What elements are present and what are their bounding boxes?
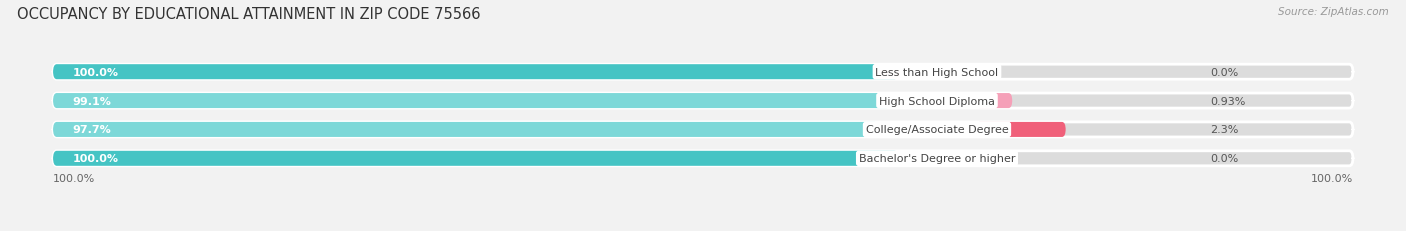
FancyBboxPatch shape xyxy=(976,94,1012,109)
Text: 99.1%: 99.1% xyxy=(73,96,111,106)
Text: 100.0%: 100.0% xyxy=(73,154,118,164)
Text: Bachelor's Degree or higher: Bachelor's Degree or higher xyxy=(859,154,1015,164)
Text: 0.0%: 0.0% xyxy=(1211,154,1239,164)
Text: 100.0%: 100.0% xyxy=(1310,173,1353,183)
Text: College/Associate Degree: College/Associate Degree xyxy=(866,125,1008,135)
FancyBboxPatch shape xyxy=(53,151,1353,166)
Text: 100.0%: 100.0% xyxy=(73,67,118,77)
FancyBboxPatch shape xyxy=(53,65,1353,80)
Text: 97.7%: 97.7% xyxy=(73,125,111,135)
FancyBboxPatch shape xyxy=(53,94,890,109)
FancyBboxPatch shape xyxy=(53,122,1353,137)
Text: 0.0%: 0.0% xyxy=(1211,67,1239,77)
FancyBboxPatch shape xyxy=(53,94,1353,109)
FancyBboxPatch shape xyxy=(53,65,898,80)
FancyBboxPatch shape xyxy=(976,122,1066,137)
Text: Less than High School: Less than High School xyxy=(876,67,998,77)
FancyBboxPatch shape xyxy=(53,122,879,137)
FancyBboxPatch shape xyxy=(53,151,898,166)
Text: 0.93%: 0.93% xyxy=(1211,96,1246,106)
Text: Source: ZipAtlas.com: Source: ZipAtlas.com xyxy=(1278,7,1389,17)
Text: OCCUPANCY BY EDUCATIONAL ATTAINMENT IN ZIP CODE 75566: OCCUPANCY BY EDUCATIONAL ATTAINMENT IN Z… xyxy=(17,7,481,22)
Text: 2.3%: 2.3% xyxy=(1211,125,1239,135)
Text: High School Diploma: High School Diploma xyxy=(879,96,995,106)
Text: 100.0%: 100.0% xyxy=(53,173,96,183)
